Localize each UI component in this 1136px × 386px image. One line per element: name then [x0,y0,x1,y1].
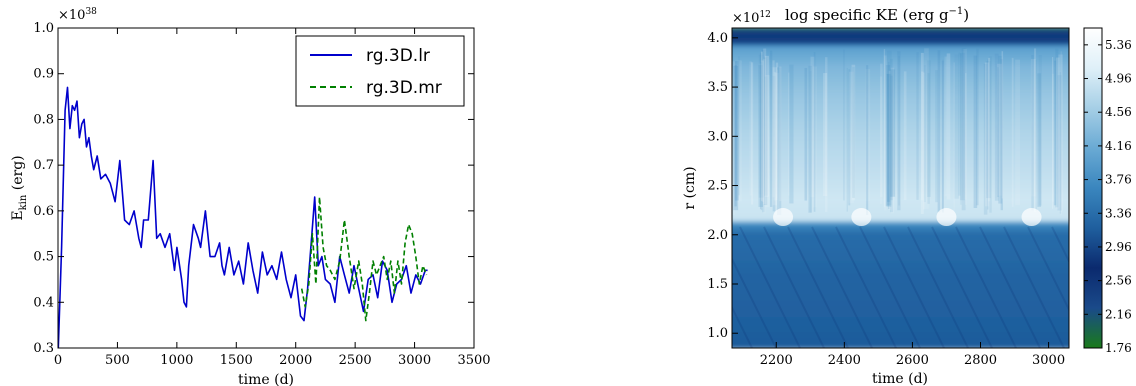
left-legend: rg.3D.lr rg.3D.mr [295,35,465,107]
y-tick-label: 1.0 [33,21,54,36]
y-tick-label: 4.0 [707,31,728,46]
x-tick-label: 1500 [220,353,253,368]
y-tick-label: 0.3 [33,341,54,356]
colorbar-tick-label: 1.76 [1105,341,1132,355]
heatmap-image [732,28,1069,348]
x-tick-label: 1000 [160,353,193,368]
series-line-rg-3D-lr [58,86,428,348]
x-tick-label: 2200 [760,353,793,368]
left-y-axis: 0.3 0.4 0.5 0.6 0.7 0.8 0.9 1.0 [33,21,474,356]
colorbar-tick-label: 2.56 [1105,274,1132,288]
colorbar-bar [1083,27,1103,349]
right-chart-title: log specific KE (erg g−1) [785,6,969,24]
colorbar-tick-label: 3.36 [1105,206,1132,220]
x-tick-label: 500 [105,353,130,368]
colorbar: 5.36 4.96 4.56 4.16 3.76 3.36 2.96 2.56 2.16 1.76 [1083,27,1132,355]
y-tick-label: 0.6 [33,204,54,219]
x-tick-label: 3000 [398,353,431,368]
left-x-axis-label: time (d) [238,372,294,386]
y-tick-label: 2.0 [707,228,728,243]
y-tick-label: 0.8 [33,112,54,127]
right-y-axis-label: r (cm) [682,166,698,209]
colorbar-tick-label: 4.56 [1105,105,1132,119]
right-y-axis: 1.0 1.5 2.0 2.5 3.0 3.5 4.0 [707,31,738,341]
left-line-chart: 0 500 1000 1500 2000 2500 3000 3500 0.30.40.50.… [10,7,491,386]
colorbar-tick-label: 2.96 [1105,240,1132,254]
colorbar-tick-label: 2.16 [1105,307,1132,321]
left-plot-frame [57,27,475,349]
y-tick-label: 3.5 [707,80,728,95]
y-tick-label: 0.4 [33,295,54,310]
colorbar-tick-label: 4.16 [1105,139,1132,153]
right-y-multiplier: ×1012 [732,10,771,26]
colorbar-tick-label: 5.36 [1105,38,1132,52]
y-tick-label: 0.7 [33,158,54,173]
x-tick-label: 2800 [964,353,997,368]
x-tick-label: 2500 [339,353,372,368]
right-heatmap-chart: 2200 2400 2600 2800 3000 1.0 1.5 2.0 2.5 3.0 3.5 4… [682,6,1132,386]
colorbar-tick-label: 4.96 [1105,72,1132,86]
series-line-rg-3D-mr [300,196,428,322]
right-x-axis-label: time (d) [872,371,928,386]
x-tick-label: 2000 [279,353,312,368]
right-plot-frame [731,27,1070,349]
x-tick-label: 3500 [457,353,490,368]
y-tick-label: 1.5 [707,277,728,292]
legend-box [295,35,465,107]
legend-label-mr: rg.3D.mr [366,78,442,98]
left-y-axis-label: Ekin (erg) [10,155,29,220]
x-tick-label: 2600 [896,353,929,368]
y-tick-label: 0.5 [33,250,54,265]
colorbar-tick-label: 3.76 [1105,173,1132,187]
x-tick-label: 2400 [828,353,861,368]
y-tick-label: 2.5 [707,179,728,194]
legend-label-lr: rg.3D.lr [366,46,430,66]
x-tick-label: 3000 [1032,353,1065,368]
colorbar-ticks: 5.36 4.96 4.56 4.16 3.76 3.36 2.96 2.56 2.16 1.76 [1084,38,1132,355]
y-tick-label: 3.0 [707,129,728,144]
left-x-axis: 0 500 1000 1500 2000 2500 3000 3500 [54,28,491,368]
left-plot-lines [58,86,428,348]
y-tick-label: 1.0 [707,326,728,341]
left-y-multiplier: ×1038 [58,7,97,23]
right-x-axis: 2200 2400 2600 2800 3000 [760,342,1065,368]
x-tick-label: 0 [54,353,62,368]
y-tick-label: 0.9 [33,67,54,82]
